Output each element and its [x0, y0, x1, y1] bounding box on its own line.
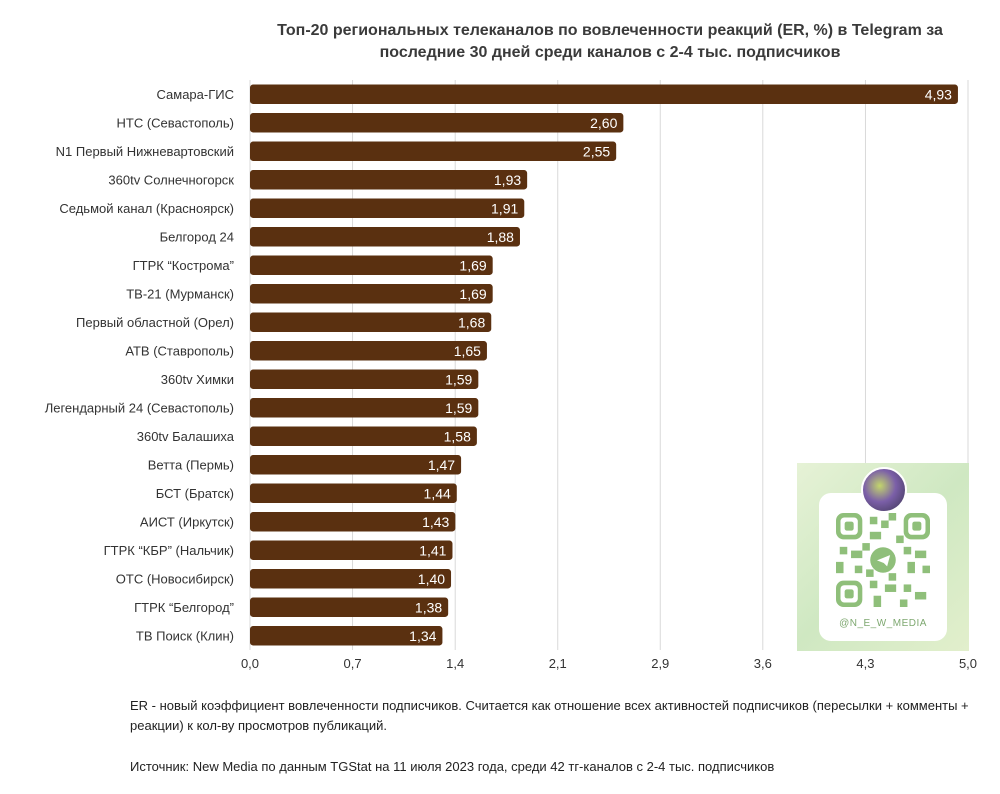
telegram-icon — [876, 555, 891, 567]
category-label: ОТС (Новосибирск) — [116, 571, 234, 586]
category-label: Легендарный 24 (Севастополь) — [45, 400, 234, 415]
bar — [250, 341, 487, 361]
category-label: 360tv Солнечногорск — [108, 172, 234, 187]
avatar — [861, 467, 907, 513]
bar — [250, 312, 492, 332]
category-label: ТВ-21 (Мурманск) — [126, 286, 234, 301]
bar-value-label: 1,68 — [458, 314, 485, 330]
bar — [250, 170, 528, 190]
bar — [250, 569, 452, 589]
bar — [250, 626, 443, 646]
x-tick-label: 0,0 — [241, 656, 259, 671]
category-label: БСТ (Братск) — [156, 486, 234, 501]
category-label: НТС (Севастополь) — [117, 115, 234, 130]
chart-title-line-1: Топ-20 региональных телеканалов по вовле… — [277, 22, 943, 39]
bar-value-label: 1,43 — [422, 514, 449, 530]
bar-value-label: 1,88 — [487, 229, 514, 245]
bar-value-label: 1,69 — [459, 257, 486, 273]
bar — [250, 369, 479, 389]
category-label: 360tv Химки — [161, 372, 234, 387]
x-tick-label: 4,3 — [856, 656, 874, 671]
bar — [250, 113, 624, 133]
bar — [250, 198, 525, 218]
category-label: ГТРК “Белгород” — [134, 600, 234, 615]
x-tick-label: 5,0 — [959, 656, 977, 671]
bar-value-label: 1,40 — [418, 571, 445, 587]
category-label: 360tv Балашиха — [137, 429, 235, 444]
bar — [250, 284, 493, 304]
bar — [250, 540, 453, 560]
chart-title: Топ-20 региональных телеканалов по вовле… — [230, 20, 990, 64]
bar — [250, 398, 479, 418]
category-label: Белгород 24 — [160, 229, 234, 244]
bar — [250, 483, 457, 503]
category-label: N1 Первый Нижневартовский — [56, 144, 234, 159]
bar — [250, 141, 617, 161]
category-label: Первый областной (Орел) — [76, 315, 234, 330]
qr-code-image[interactable] — [836, 513, 930, 607]
x-tick-label: 1,4 — [446, 656, 464, 671]
bar — [250, 512, 456, 532]
bar-value-label: 1,38 — [415, 599, 442, 615]
x-tick-label: 3,6 — [754, 656, 772, 671]
bar-value-label: 1,69 — [459, 286, 486, 302]
category-label: Самара-ГИС — [157, 87, 235, 102]
category-label: Ветта (Пермь) — [148, 457, 234, 472]
bar-value-label: 1,59 — [445, 371, 472, 387]
bar-value-label: 2,55 — [583, 143, 610, 159]
qr-handle: @N_E_W_MEDIA — [839, 618, 927, 629]
qr-panel: @N_E_W_MEDIA — [819, 493, 947, 641]
bar-value-label: 1,47 — [428, 457, 455, 473]
bar-value-label: 1,59 — [445, 400, 472, 416]
bar — [250, 255, 493, 275]
category-label: АТВ (Ставрополь) — [125, 343, 234, 358]
qr-card[interactable]: @N_E_W_MEDIA — [797, 463, 969, 651]
bar-value-label: 1,41 — [419, 542, 446, 558]
bar-value-label: 1,58 — [444, 428, 471, 444]
bar-value-label: 1,65 — [454, 343, 481, 359]
x-tick-label: 2,1 — [549, 656, 567, 671]
category-label: Седьмой канал (Красноярск) — [59, 201, 234, 216]
category-label: ТВ Поиск (Клин) — [136, 628, 234, 643]
bar-value-label: 2,60 — [590, 115, 617, 131]
bar-value-label: 1,44 — [424, 485, 451, 501]
er-definition-note: ER - новый коэффициент вовлеченности под… — [130, 698, 969, 733]
bar-value-label: 1,34 — [409, 628, 436, 644]
bar-value-label: 1,93 — [494, 172, 521, 188]
category-label: ГТРК “Кострома” — [133, 258, 234, 273]
source-note: Источник: New Media по данным TGStat на … — [130, 759, 775, 774]
bar — [250, 84, 958, 104]
chart-title-line-2: последние 30 дней среди каналов с 2-4 ты… — [379, 44, 841, 61]
bar — [250, 455, 462, 475]
category-label: АИСТ (Иркутск) — [140, 514, 234, 529]
bar-value-label: 4,93 — [925, 86, 952, 102]
bar — [250, 426, 477, 446]
bar — [250, 597, 449, 617]
category-label: ГТРК “КБР” (Нальчик) — [104, 543, 234, 558]
x-tick-label: 0,7 — [343, 656, 361, 671]
bar — [250, 227, 520, 247]
x-tick-label: 2,9 — [651, 656, 669, 671]
bar-value-label: 1,91 — [491, 200, 518, 216]
